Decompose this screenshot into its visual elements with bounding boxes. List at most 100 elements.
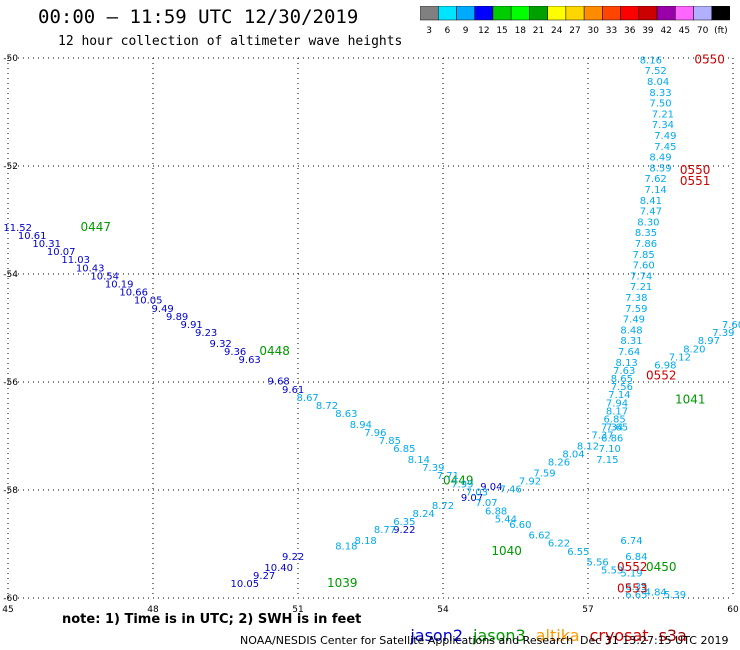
pass-time-label: 0552	[617, 560, 648, 574]
wave-height-label: 7.14	[608, 390, 630, 401]
x-tick-label: 54	[437, 605, 449, 615]
wave-height-label: 8.72	[432, 501, 454, 512]
wave-height-label: 5.44	[495, 514, 517, 525]
y-tick-label: -52	[3, 162, 18, 172]
colorbar-label: 27	[569, 26, 580, 36]
colorbar-label: (ft)	[714, 26, 728, 36]
wave-height-label: 7.34	[652, 120, 674, 131]
legend-s3a: s3a	[658, 626, 687, 645]
wave-height-label: 7.65	[606, 423, 628, 434]
pass-time-label: 0449	[443, 474, 474, 488]
wave-height-label: 9.27	[253, 571, 275, 582]
y-tick-label: -54	[3, 270, 18, 280]
footer-note: note: 1) Time is in UTC; 2) SWH is in fe…	[62, 612, 362, 627]
wave-height-label: 6.35	[393, 517, 415, 528]
colorbar-label: 15	[496, 26, 507, 36]
wave-height-label: 6.86	[601, 433, 623, 444]
wave-height-label: 10.05	[231, 579, 260, 590]
wave-height-label: 8.59	[649, 163, 671, 174]
colorbar-label: 6	[444, 26, 450, 36]
wave-height-label: 8.14	[408, 455, 430, 466]
wave-height-label: 7.85	[379, 436, 401, 447]
x-tick-label: 60	[727, 605, 739, 615]
wave-height-label: 5.56	[587, 558, 609, 569]
wave-height-label: 7.45	[654, 142, 676, 153]
wave-height-label: 7.85	[632, 250, 654, 261]
wave-height-label: 8.04	[647, 77, 669, 88]
wave-height-label: 8.12	[577, 442, 599, 453]
wave-height-label: 5.39	[664, 590, 686, 601]
wave-height-label: 9.22	[393, 525, 415, 536]
credit-text: NOAA/NESDIS Center for Satellite Applica…	[240, 634, 574, 647]
y-tick-label: -56	[3, 378, 18, 388]
colorbar-label: 21	[533, 26, 544, 36]
colorbar-label: 36	[624, 26, 636, 36]
colorbar-label: 33	[606, 26, 617, 36]
pass-time-label: 0553	[617, 582, 648, 596]
pass-time-label: 0447	[81, 220, 112, 234]
wave-height-label: 9.23	[195, 328, 217, 339]
colorbar-label: 12	[478, 26, 489, 36]
wave-height-label: 8.67	[297, 393, 319, 404]
pass-time-label: 0450	[646, 560, 677, 574]
colorbar-label: 45	[679, 26, 690, 36]
wave-height-label: 7.60	[632, 261, 654, 272]
wave-height-label: 7.71	[437, 471, 459, 482]
wave-height-label: 7.59	[625, 304, 647, 315]
wave-height-label: 8.04	[562, 450, 584, 461]
wave-height-label: 6.98	[654, 361, 676, 372]
colorbar-label: 3	[426, 26, 432, 36]
wave-height-label: 9.04	[480, 482, 502, 493]
wave-height-label: 8.35	[635, 228, 657, 239]
wave-height-label: 9.68	[268, 377, 290, 388]
colorbar-label: 70	[697, 26, 709, 36]
x-tick-label: 57	[582, 605, 593, 615]
wave-height-label: 8.13	[616, 358, 638, 369]
wave-height-label: 8.16	[640, 55, 662, 66]
wave-height-label: 9.22	[282, 552, 304, 563]
wave-height-label: 8.94	[350, 420, 372, 431]
wave-height-label: 7.49	[623, 315, 645, 326]
wave-height-label: 8.26	[548, 458, 570, 469]
pass-time-label: 1040	[491, 544, 522, 558]
wave-height-label: 7.37	[591, 431, 613, 442]
colorbar-label: 24	[551, 26, 563, 36]
wave-height-label: 7.07	[475, 498, 497, 509]
wave-height-label: 10.54	[90, 271, 119, 282]
timestamp-text: Dec 31 13:27:15 UTC 2019	[580, 634, 729, 647]
y-tick-label: -50	[3, 54, 18, 64]
wave-height-label: 8.49	[649, 153, 671, 164]
wave-height-label: 8.41	[640, 196, 662, 207]
y-tick-label: -60	[3, 594, 18, 604]
wave-height-label: 9.61	[282, 385, 304, 396]
colorbar-label: 42	[660, 26, 671, 36]
wave-height-label: 8.18	[355, 536, 377, 547]
wave-height-label: 6.88	[485, 506, 507, 517]
wave-height-label: 7.99	[451, 479, 473, 490]
wave-height-label: 7.49	[654, 131, 676, 142]
pass-time-label: 1041	[675, 393, 706, 407]
wave-height-label: 8.97	[698, 336, 720, 347]
wave-height-label: 6.62	[529, 531, 551, 542]
wave-height-label: 6.35	[625, 582, 647, 593]
wave-height-label: 8.33	[649, 88, 671, 99]
chart-title: 00:00 — 11:59 UTC 12/30/2019	[38, 6, 359, 28]
wave-height-label: 9.32	[210, 339, 232, 350]
wave-height-label: 7.10	[599, 444, 621, 455]
wave-height-label: 7.12	[669, 352, 691, 363]
wave-height-label: 7.74	[630, 271, 652, 282]
wave-height-label: 10.66	[119, 288, 148, 299]
wave-height-label: 9.36	[224, 347, 246, 358]
wave-height-label: 7.39	[712, 328, 734, 339]
wave-height-label: 10.07	[47, 247, 76, 258]
pass-time-label: 1039	[327, 576, 358, 590]
wave-height-label: 7.39	[422, 463, 444, 474]
colorbar-label: 18	[515, 26, 527, 36]
wave-height-label: 6.85	[393, 444, 415, 455]
wave-height-label: 7.64	[618, 347, 640, 358]
chart-subtitle: 12 hour collection of altimeter wave hei…	[58, 34, 403, 49]
wave-height-label: 6.85	[603, 415, 625, 426]
wave-height-label: 7.38	[625, 293, 647, 304]
wave-height-label: 8.31	[620, 336, 642, 347]
